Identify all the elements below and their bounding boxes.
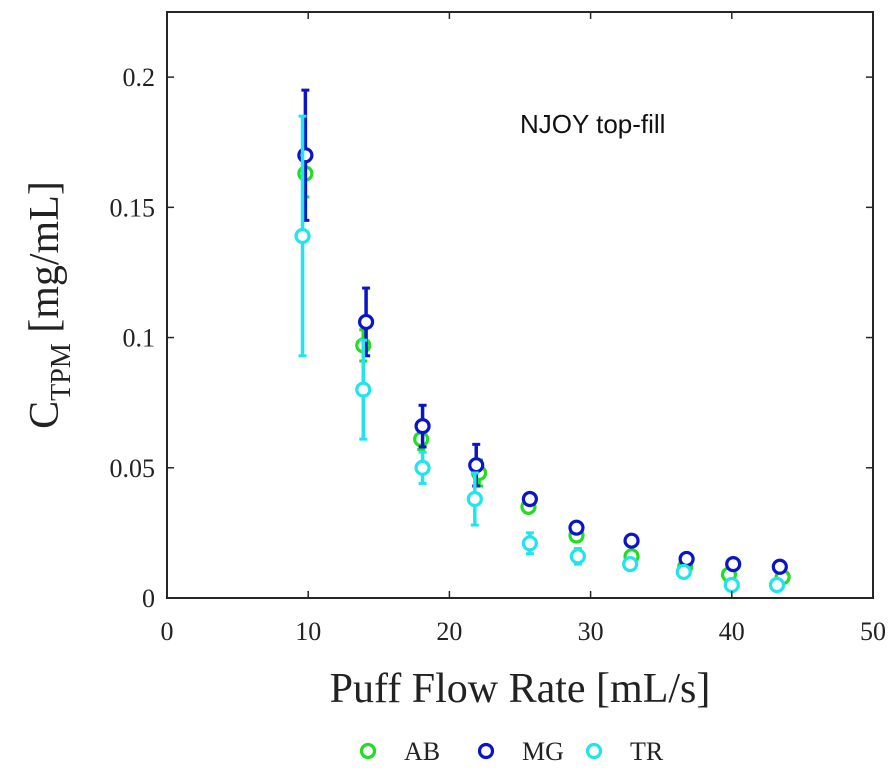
data-point-mg (468, 457, 485, 474)
data-point-mg (725, 556, 742, 573)
y-tick-label: 0.15 (110, 193, 156, 222)
x-tick-label: 40 (719, 617, 745, 646)
y-tick-label: 0.2 (123, 63, 156, 92)
chart-annotation: NJOY top-fill (520, 109, 665, 139)
legend-marker-tr (585, 742, 603, 760)
legend-label-tr: TR (630, 737, 664, 766)
data-point-mg (521, 490, 538, 508)
legend: AB MG TR (359, 737, 664, 766)
data-point-mg (568, 519, 585, 536)
legend-marker-ab (359, 742, 377, 760)
y-tick-label: 0 (142, 584, 155, 613)
x-tick-label: 30 (578, 617, 604, 646)
y-axis-title: CTPM [mg/mL] (22, 181, 77, 429)
data-point-mg (357, 313, 375, 331)
data-point-mg (678, 550, 695, 568)
data-point-tr (521, 535, 538, 552)
y-tick-label: 0.1 (123, 324, 156, 353)
ticks-layer: 0 10 20 30 40 50 0 0.05 0.1 0.15 0.2 (110, 12, 886, 646)
y-axis-title-units: [mg/mL] (22, 181, 68, 343)
y-axis-title-main: C (22, 401, 68, 429)
data-point-tr (622, 556, 639, 573)
plot-background (167, 12, 873, 598)
data-point-mg (623, 532, 640, 549)
data-point-tr (768, 576, 786, 594)
x-tick-label: 10 (295, 617, 321, 646)
series-mg (297, 88, 788, 575)
y-tick-label: 0.05 (110, 454, 156, 483)
data-point-tr (414, 459, 431, 476)
y-axis-title-subscript: TPM (46, 343, 77, 401)
data-point-tr (466, 490, 483, 508)
legend-label-mg: MG (522, 737, 564, 766)
series-tr (294, 114, 786, 594)
x-tick-label: 50 (860, 617, 886, 646)
data-point-tr (675, 563, 692, 581)
data-point-mg (771, 558, 788, 575)
x-tick-label: 20 (436, 617, 462, 646)
data-point-tr (569, 548, 586, 565)
data-point-tr (355, 381, 372, 398)
data-point-tr (723, 576, 740, 594)
plot-frame (166, 11, 874, 599)
legend-label-ab: AB (404, 737, 440, 766)
data-layer (294, 88, 791, 594)
x-axis-title: Puff Flow Rate [mL/s] (330, 666, 711, 712)
x-tick-label: 0 (161, 617, 174, 646)
data-point-mg (414, 418, 431, 435)
legend-marker-mg (477, 742, 495, 760)
data-point-tr (294, 227, 311, 245)
